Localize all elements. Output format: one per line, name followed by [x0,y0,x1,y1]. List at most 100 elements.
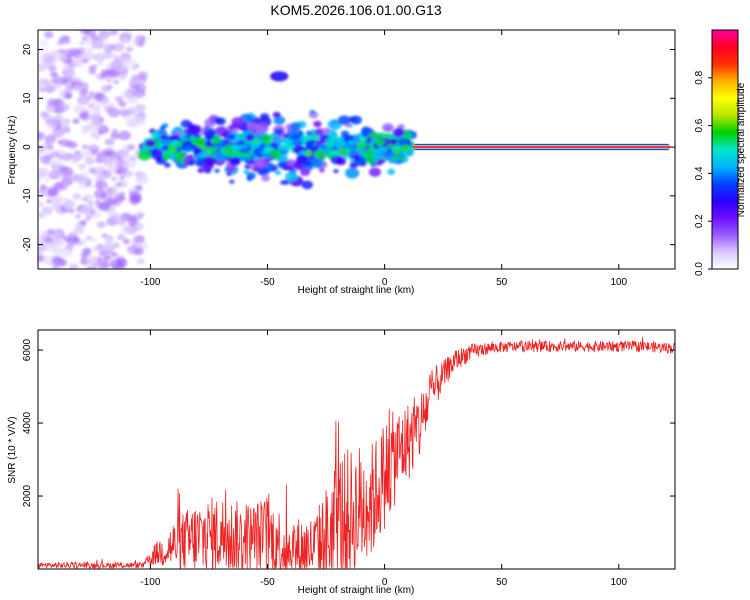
colorbar-label: Normalized spectral amplitude [736,82,747,217]
heatmap-cell [88,91,95,96]
heatmap-cell [90,184,98,190]
heatmap-cell [91,149,100,156]
heatmap-cell [81,248,92,257]
heatmap-cell [100,96,110,104]
heatmap-cell [79,30,91,35]
y-tick-label: 20 [22,44,33,56]
heatmap-cell [112,42,125,52]
heatmap-cell [86,254,99,264]
heatmap-cell [135,174,149,185]
heatmap-cell [84,157,95,166]
heatmap-cell [112,252,119,257]
heatmap-cell [106,77,113,83]
heatmap-cell [130,76,137,82]
heatmap-cell [137,149,152,161]
heatmap-cell [187,124,196,130]
heatmap-cell [121,226,131,234]
heatmap-cell [246,122,257,131]
heatmap-cell [311,158,324,169]
spectrogram-x-label: Height of straight line (km) [298,285,415,296]
heatmap-cell [301,180,313,190]
heatmap-cell [164,162,171,168]
heatmap-cell [319,155,326,161]
heatmap-cell [115,182,122,187]
heatmap-cell [98,202,111,212]
heatmap-cell [95,180,108,190]
heatmap-cell [53,232,60,238]
x-tick-label: 0 [382,277,388,288]
heatmap-cell [50,72,58,78]
colorbar-tick-label: 0.6 [694,118,705,132]
x-tick-label: 100 [610,277,627,288]
heatmap-cell [76,79,83,84]
colorbar: 0.0 0.2 0.4 0.6 0.8 Normalized spectral ampl… [694,29,747,276]
heatmap-cell [39,184,47,190]
heatmap-cell [229,156,241,166]
heatmap-cell [90,131,98,138]
heatmap-cell [137,71,149,80]
heatmap-cell [65,72,77,81]
heatmap-cell [145,139,156,148]
heatmap-cell [73,104,86,114]
heatmap-cell [244,164,251,170]
snr-x-label: Height of straight line (km) [298,585,415,596]
spectrogram-y-ticks: -20 -10 0 10 20 [22,44,675,252]
heatmap-cell [54,52,67,62]
snr-x-ticks: -100 -50 0 50 100 [140,330,628,588]
heatmap-cell [313,120,322,128]
heatmap-cell [51,256,64,266]
heatmap-cell [193,147,203,155]
heatmap-cell [38,144,46,154]
heatmap-cell [128,218,138,226]
heatmap-cell [59,121,70,129]
heatmap-cell [205,147,212,152]
heatmap-hotspot [349,150,359,155]
heatmap-cell [90,212,97,217]
snr-y-ticks: 2000 4000 6000 [22,339,675,507]
heatmap-cell [296,154,308,164]
heatmap-cell [108,69,120,79]
heatmap-hotspot [171,140,180,146]
heatmap-cell [150,132,161,140]
heatmap-cell [44,236,54,244]
heatmap-cell [406,150,414,157]
heatmap-cell [38,153,41,158]
heatmap-cell [123,158,137,169]
heatmap-hotspot [161,145,169,151]
heatmap-cell [46,198,53,204]
heatmap-cell [38,243,46,253]
heatmap-cell [77,95,90,105]
heatmap-cell [254,122,269,134]
heatmap-cell [231,116,244,127]
heatmap-cell [119,175,125,180]
heatmap-cell [340,130,350,137]
heatmap-cell [87,103,95,109]
heatmap-cell [117,156,123,161]
heatmap-cell [53,105,66,115]
heatmap-cell [39,39,49,47]
heatmap-cell [319,168,325,173]
colorbar-tick-label: 0.2 [694,214,705,228]
heatmap-cell [63,92,73,100]
heatmap-cell [39,155,51,164]
heatmap-cell [79,164,86,170]
heatmap-cell [269,149,281,159]
heatmap-cell [345,167,360,179]
heatmap-cell [97,61,103,66]
heatmap-cell [118,130,131,141]
heatmap-cell [38,167,49,178]
heatmap-cell [248,159,255,165]
heatmap-cell [194,133,202,139]
heatmap-cell [399,155,405,161]
heatmap-cell [83,45,95,55]
heatmap-cell [38,201,44,208]
heatmap-cell [84,52,95,61]
heatmap-hotspot [347,140,356,146]
heatmap-cell [368,167,381,177]
heatmap-cell [113,55,120,60]
x-tick-label: 100 [610,577,627,588]
heatmap-cell [64,35,70,40]
heatmap-cell [102,255,111,262]
snr-series-line [38,337,675,569]
